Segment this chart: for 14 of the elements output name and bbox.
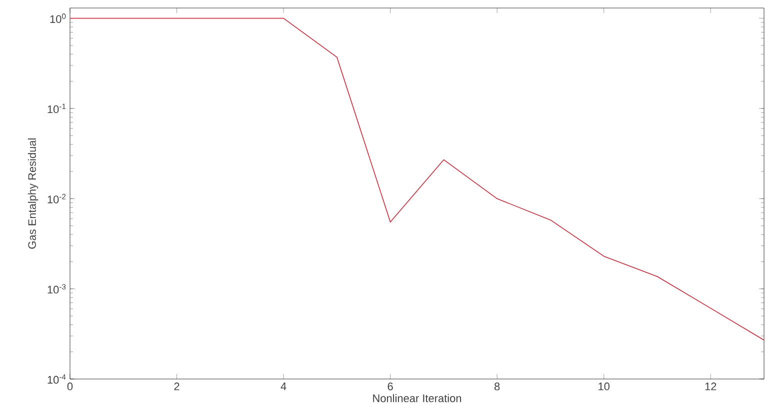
x-tick-label: 0 xyxy=(67,382,73,390)
x-tick-label: 6 xyxy=(388,382,393,390)
x-tick-label: 10 xyxy=(598,382,610,390)
x-tick-label: 2 xyxy=(174,382,180,390)
x-tick-label: 8 xyxy=(494,382,500,390)
y-tick-label: 10$^{0}$ xyxy=(50,14,66,23)
y-tick-label: 10$^{-3}$ xyxy=(48,284,66,294)
y-tick-label: 10$^{-2}$ xyxy=(48,194,66,204)
x-axis-title: Nonlinear Iteration xyxy=(373,394,462,402)
y-tick-label: 10$^{-4}$ xyxy=(48,374,66,384)
x-tick-label: 12 xyxy=(705,382,716,390)
y-axis-title: Gas Entalphy Residual xyxy=(28,138,38,249)
x-tick-label: 4 xyxy=(280,382,286,390)
y-tick-label: 10$^{-1}$ xyxy=(48,104,66,114)
